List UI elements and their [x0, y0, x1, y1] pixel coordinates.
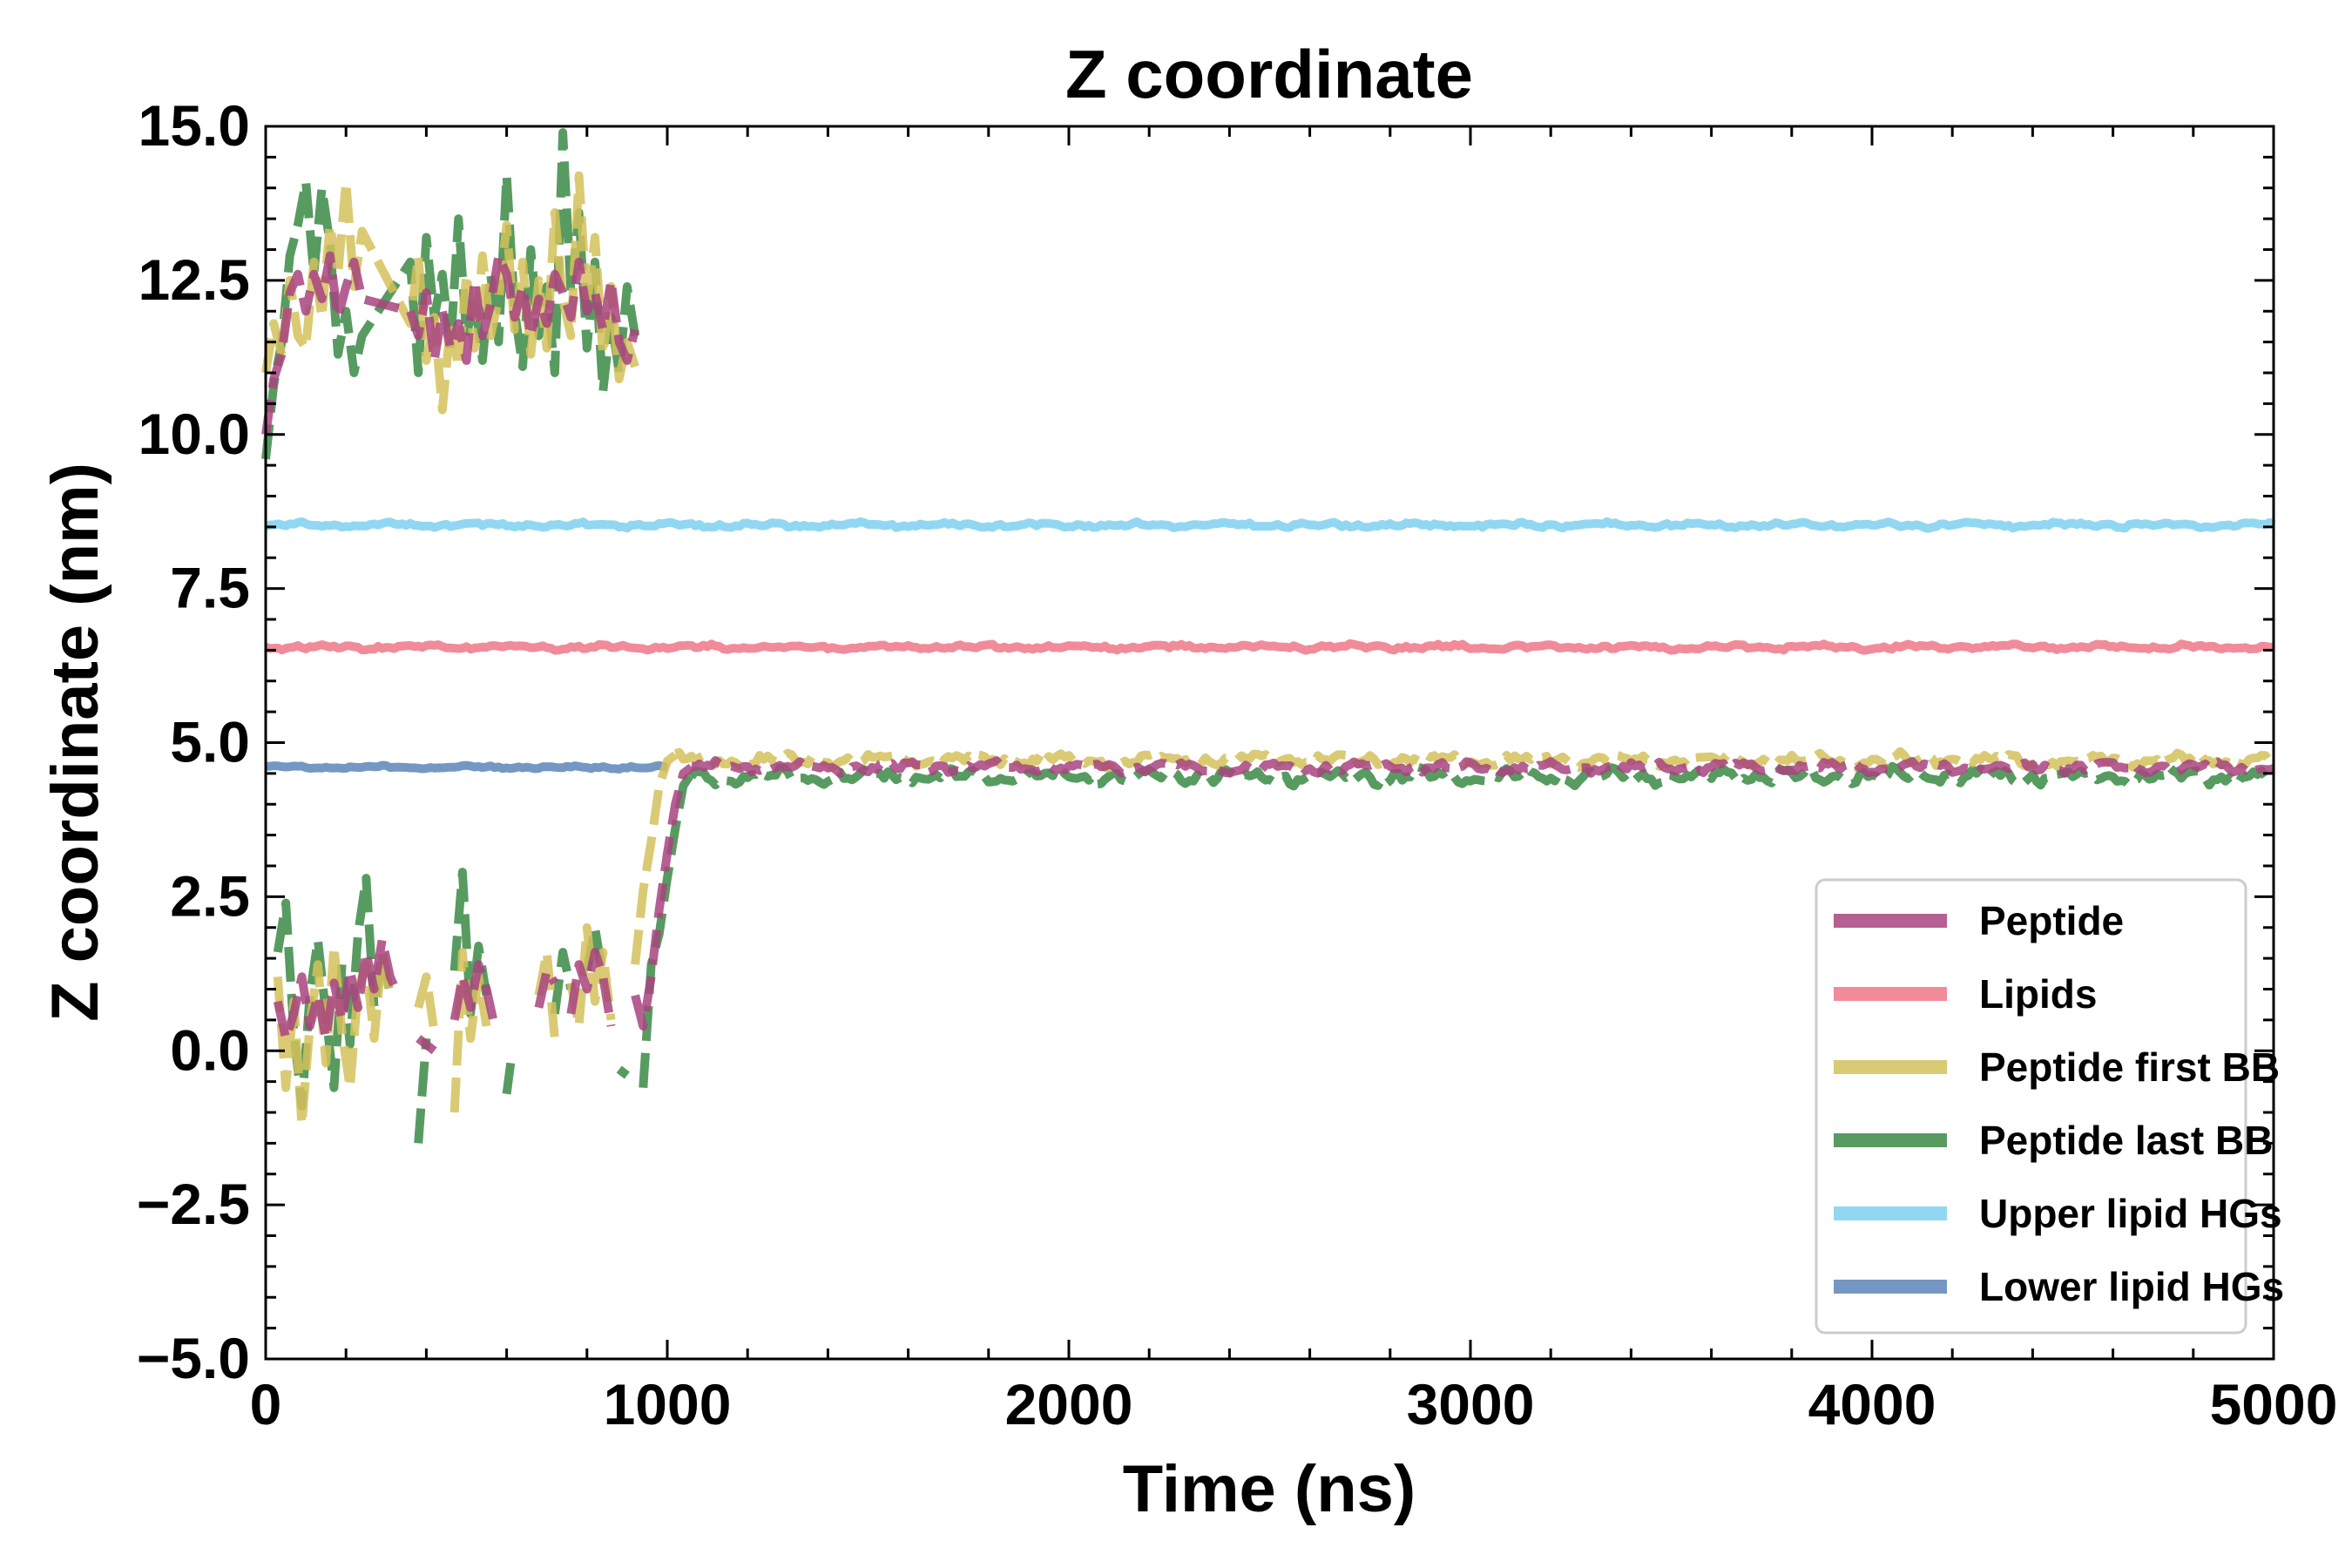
y-axis-label: Z coordinate (nm) [38, 463, 112, 1022]
series-line-lipids [263, 639, 2274, 655]
series-layer [261, 128, 2277, 1144]
series-line-upper-lipid-hgs [264, 517, 2276, 533]
y-tick-label: −2.5 [137, 1172, 250, 1236]
series-line-lower-lipid-hgs [265, 760, 668, 774]
x-tick-label: 3000 [1407, 1372, 1535, 1436]
legend: Peptide Lipids Peptide first BB Peptide las… [1815, 878, 2284, 1335]
legend-label: Peptide [1979, 898, 2124, 943]
legend-label: Lipids [1979, 971, 2097, 1017]
y-tick-label: 5.0 [170, 710, 250, 774]
x-axis-label: Time (ns) [1123, 1452, 1416, 1526]
legend-label: Peptide first BB [1979, 1044, 2280, 1090]
x-tick-label: 4000 [1808, 1372, 1936, 1436]
x-tick-label: 1000 [604, 1372, 732, 1436]
y-tick-label: 12.5 [139, 247, 250, 312]
y-tick-label: 0.0 [170, 1017, 250, 1082]
chart-title: Z coordinate [1065, 36, 1473, 112]
legend-label: Upper lipid HGs [1979, 1191, 2282, 1236]
legend-label: Lower lipid HGs [1979, 1264, 2284, 1309]
y-tick-label: −5.0 [137, 1326, 250, 1390]
x-tick-label: 0 [250, 1372, 282, 1436]
y-tick-label: 15.0 [139, 93, 250, 158]
x-tick-label: 2000 [1005, 1372, 1133, 1436]
x-tick-label: 5000 [2210, 1372, 2338, 1436]
legend-label: Peptide last BB [1979, 1118, 2273, 1163]
ticks-layer: 0 1000 2000 3000 4000 5000 −5.0 −2.5 0.0 2.5 5.0 7.… [137, 93, 2338, 1436]
y-tick-label: 10.0 [139, 402, 250, 466]
series-line-peptide [261, 251, 2275, 1055]
y-tick-label: 7.5 [170, 556, 250, 620]
y-tick-label: 2.5 [170, 863, 250, 928]
